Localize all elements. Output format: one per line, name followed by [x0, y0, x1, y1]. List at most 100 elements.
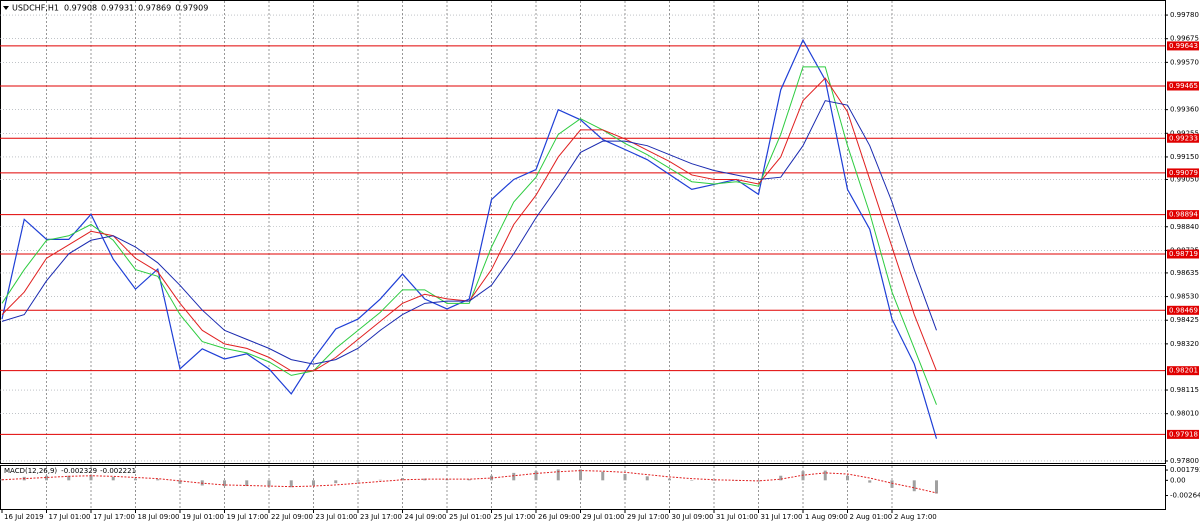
macd-bar [89, 475, 93, 481]
x-tick-label: 25 Jul 17:00 [494, 513, 536, 521]
x-tick-label: 2 Aug 01:00 [850, 513, 893, 521]
macd-bar [245, 480, 249, 487]
macd-bar [868, 480, 872, 483]
macd-bar [156, 479, 160, 481]
ohlc-value: 0.97931 [101, 4, 134, 13]
macd-panel-frame [0, 465, 1166, 510]
x-tick-label: 22 Jul 09:00 [271, 513, 313, 521]
ohlc-value: 0.97869 [138, 4, 171, 13]
level-label: 0.99465 [1169, 82, 1198, 90]
macd-bar [779, 475, 783, 481]
level-label-bg [1167, 41, 1199, 51]
y-tick-label: 0.98115 [1170, 386, 1199, 394]
macd-bar [111, 476, 115, 481]
y-tick-label: 0.99255 [1170, 129, 1199, 137]
macd-bar [401, 478, 404, 481]
signal-line [1, 470, 937, 494]
macd-bar [512, 472, 516, 481]
y-tick-label: 0.98530 [1170, 293, 1199, 301]
macd-bar [467, 479, 471, 481]
macd-bar [289, 480, 293, 488]
level-label: 0.98719 [1169, 250, 1198, 258]
macd-bar [912, 480, 916, 492]
macd-bar [356, 480, 360, 482]
x-tick-label: 16 Jul 2019 [4, 513, 44, 521]
x-tick-label: 29 Jul 17:00 [627, 513, 669, 521]
y-tick-label: 0.001793 [1170, 466, 1200, 474]
x-tick-label: 19 Jul 17:00 [227, 513, 269, 521]
level-label: 0.99079 [1169, 169, 1198, 177]
macd-readout: -0.002221 [100, 467, 136, 475]
ohlc-value: 0.97908 [64, 4, 97, 13]
y-tick-label: -0.002649 [1170, 492, 1200, 500]
x-tick-label: 18 Jul 09:00 [138, 513, 180, 521]
x-tick-label: 29 Jul 01:00 [583, 513, 625, 521]
level-label-bg [1167, 133, 1199, 143]
macd-bar [178, 480, 182, 484]
moving-average [1, 66, 937, 405]
y-tick-label: 0.98010 [1170, 410, 1199, 418]
y-tick-label: 0.97800 [1170, 457, 1199, 465]
macd-bar [890, 480, 894, 488]
macd-bar [334, 480, 338, 484]
chart-title: USDCHF,H1 [12, 4, 59, 13]
x-tick-label: 1 Aug 09:00 [805, 513, 848, 521]
macd-bar [645, 476, 649, 481]
main-panel-frame [0, 0, 1166, 464]
x-tick-label: 30 Jul 09:00 [672, 513, 714, 521]
y-tick-label: 0.98320 [1170, 340, 1199, 348]
y-tick-label: 0.99570 [1170, 58, 1199, 66]
macd-bar [801, 471, 805, 481]
level-label-bg [1167, 249, 1199, 259]
moving-average [1, 77, 937, 372]
x-tick-label: 26 Jul 09:00 [538, 513, 580, 521]
level-label: 0.97918 [1169, 430, 1198, 438]
level-label: 0.99233 [1169, 134, 1198, 142]
moving-average [1, 100, 937, 365]
macd-readout: -0.002329 [61, 467, 97, 475]
level-label: 0.99643 [1169, 42, 1198, 50]
x-tick-label: 23 Jul 17:00 [360, 513, 402, 521]
macd-bar [623, 474, 627, 481]
macd-bar [556, 469, 560, 481]
level-label-bg [1167, 305, 1199, 315]
y-tick-label: 0.99780 [1170, 11, 1199, 19]
macd-bar [134, 478, 137, 481]
title-icon [3, 6, 9, 10]
macd-bar [935, 480, 938, 494]
x-tick-label: 17 Jul 01:00 [49, 513, 91, 521]
macd-bar [846, 475, 849, 481]
macd-bar [378, 479, 382, 481]
x-tick-label: 23 Jul 01:00 [316, 513, 358, 521]
macd-bar [312, 480, 315, 486]
x-tick-label: 19 Jul 01:00 [182, 513, 224, 521]
y-tick-label: 0.99150 [1170, 153, 1199, 161]
macd-bar [579, 469, 582, 481]
macd-bar [67, 475, 71, 481]
macd-bar [223, 480, 226, 487]
y-tick-label: 0.98840 [1170, 223, 1199, 231]
x-tick-label: 31 Jul 17:00 [761, 513, 803, 521]
ohlc-value: 0.97909 [175, 4, 208, 13]
macd-bar [823, 470, 827, 481]
macd-bar [668, 478, 671, 481]
level-label-bg [1167, 81, 1199, 91]
level-label: 0.98469 [1169, 306, 1198, 314]
y-tick-label: 0.99675 [1170, 35, 1199, 43]
price-line [1, 38, 938, 439]
macd-bar [601, 471, 605, 481]
level-label: 0.98894 [1169, 211, 1198, 219]
x-tick-label: 17 Jul 17:00 [93, 513, 135, 521]
level-label: 0.98201 [1169, 367, 1198, 375]
x-tick-label: 2 Aug 17:00 [894, 513, 937, 521]
x-tick-label: 24 Jul 09:00 [405, 513, 447, 521]
macd-label: MACD(12,26,9) [4, 467, 57, 475]
macd-bar [712, 480, 716, 481]
level-label-bg [1167, 429, 1199, 439]
x-tick-label: 31 Jul 01:00 [716, 513, 758, 521]
macd-bar [690, 480, 694, 481]
level-label-bg [1167, 168, 1199, 178]
macd-bar [534, 471, 538, 481]
